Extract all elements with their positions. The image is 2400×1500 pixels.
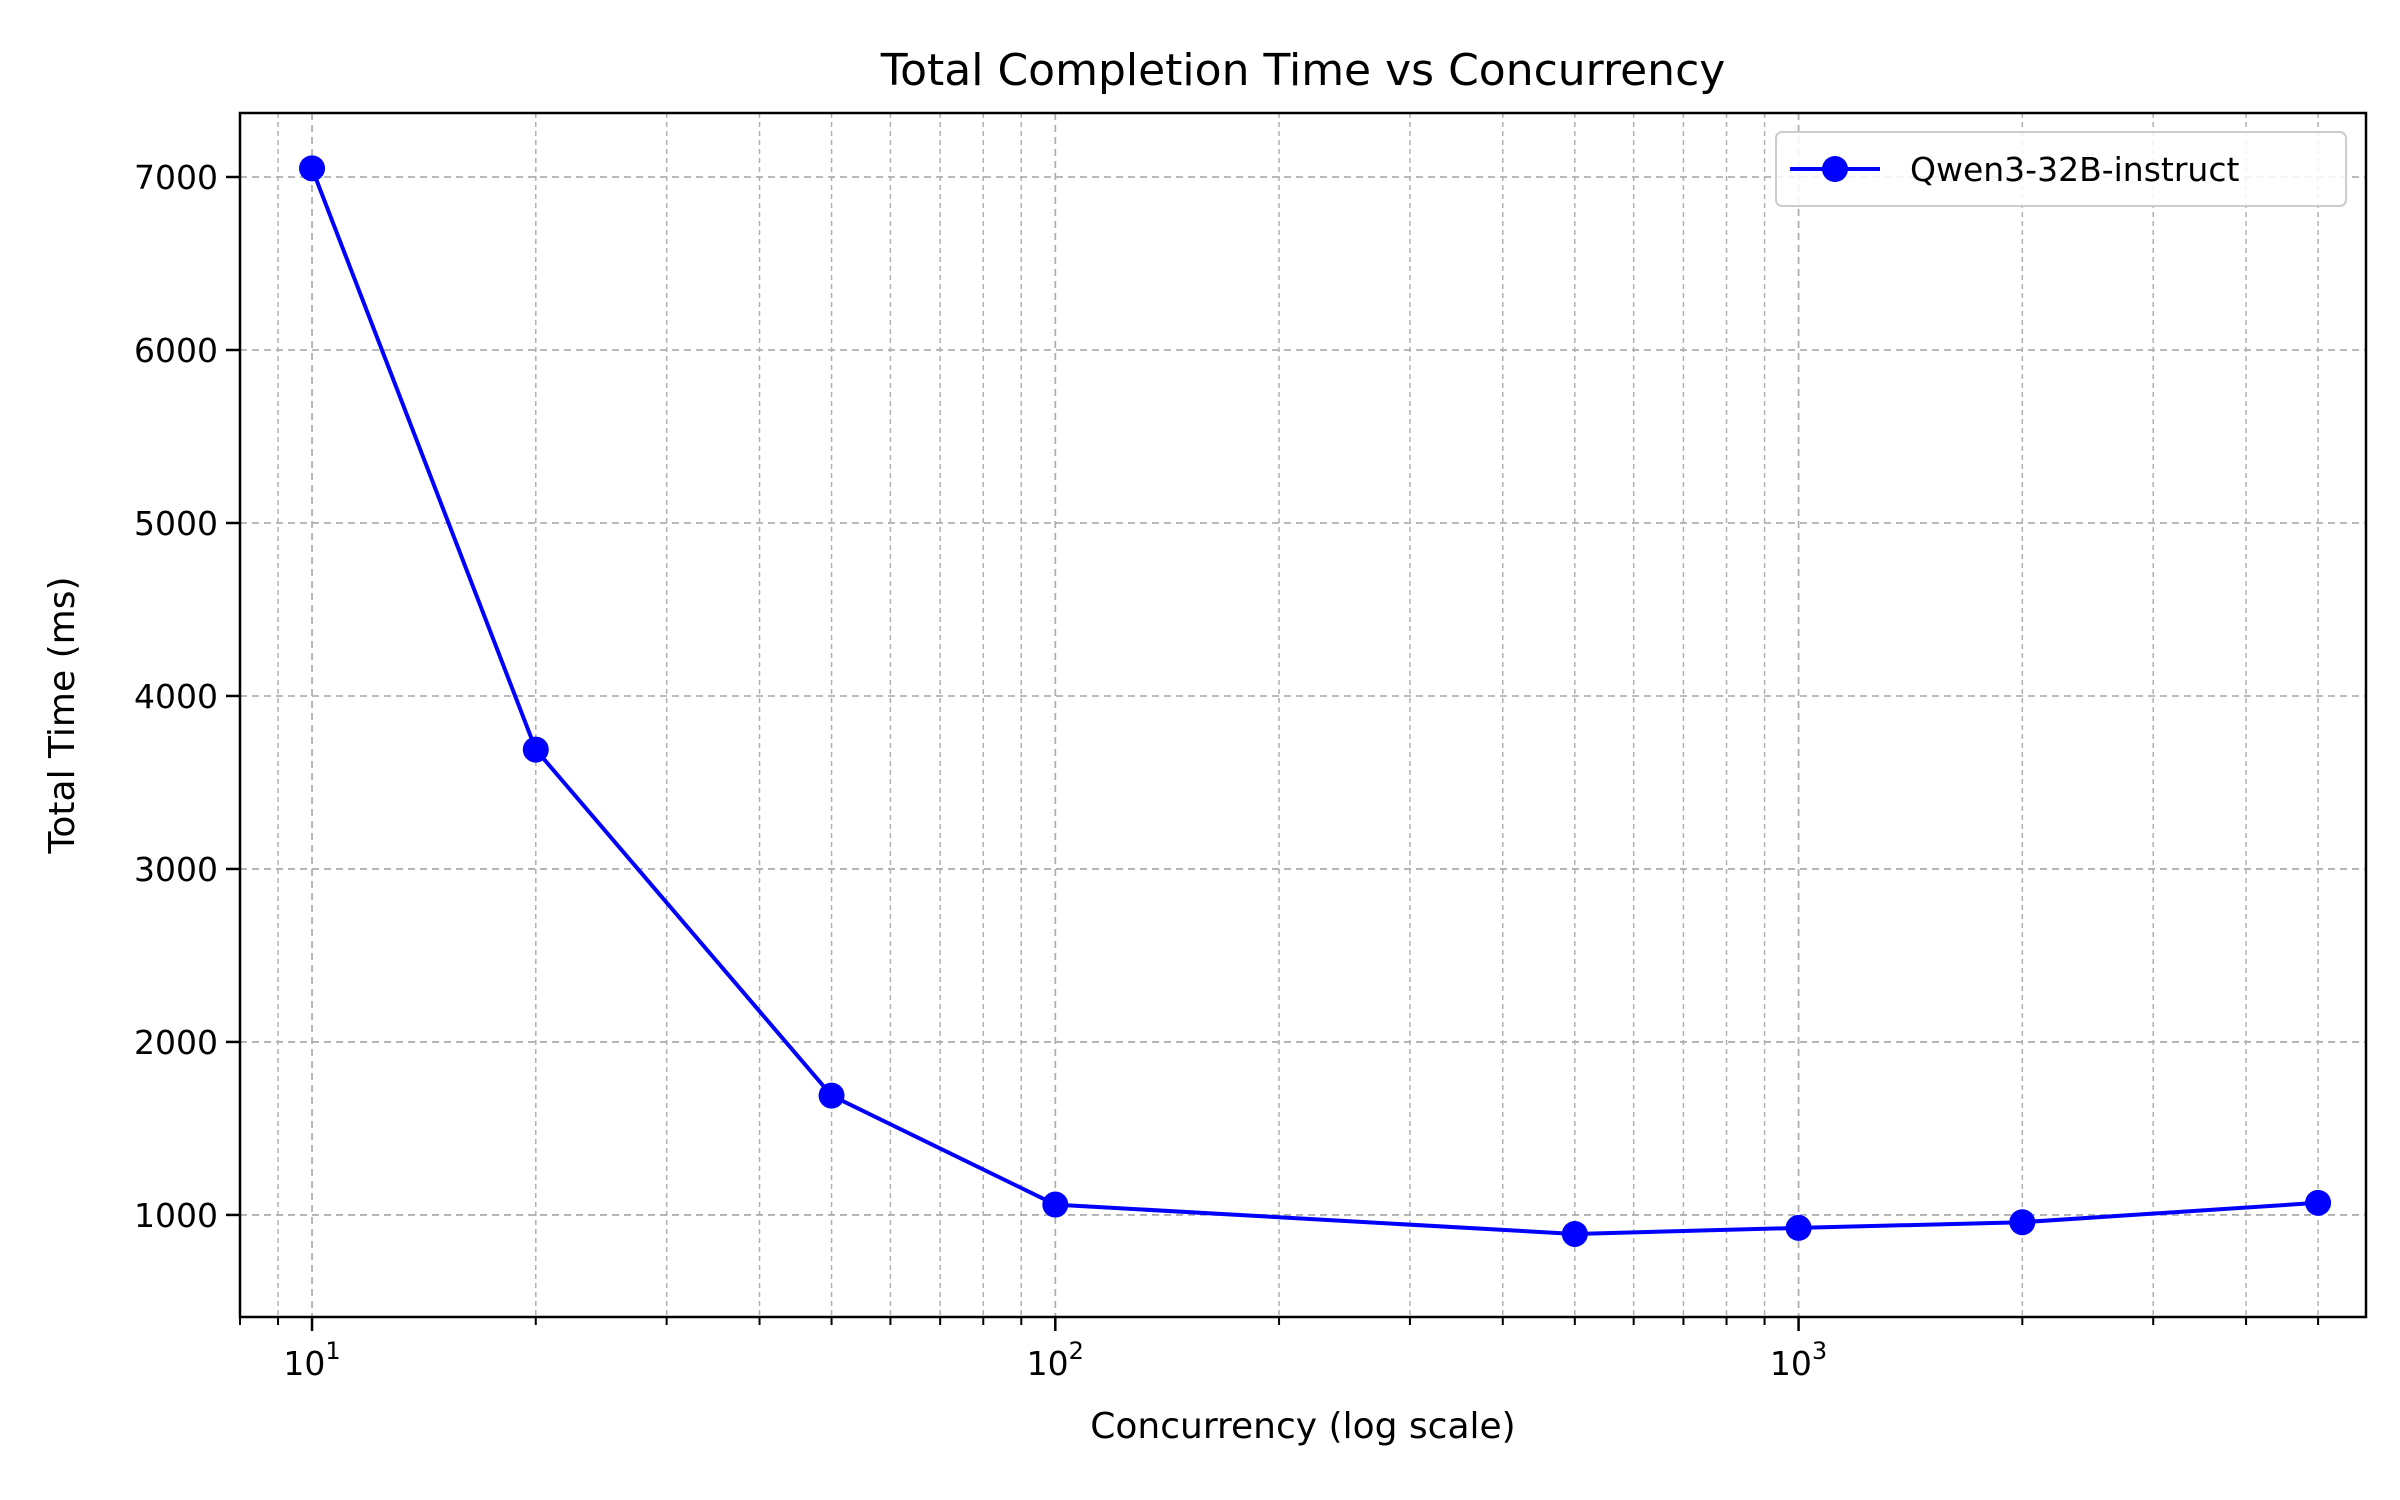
y-tick-label: 2000 — [134, 1023, 218, 1062]
chart-title: Total Completion Time vs Concurrency — [880, 45, 1726, 96]
data-point — [1042, 1191, 1069, 1218]
x-tick-label: 101 — [283, 1337, 340, 1383]
major-grid — [240, 113, 2366, 1317]
x-tick-label: 103 — [1770, 1337, 1827, 1383]
plot-frame — [238, 111, 2368, 1319]
y-axis-label: Total Time (ms) — [42, 577, 83, 855]
legend-marker — [1822, 156, 1848, 182]
legend: Qwen3-32B-instruct — [1775, 131, 2347, 207]
y-tick-label: 4000 — [134, 677, 218, 716]
y-tick-label: 7000 — [134, 158, 218, 197]
series-line — [310, 167, 2319, 1236]
y-axis-ticks: 1000 2000 3000 4000 5000 6000 7000 — [134, 158, 240, 1235]
data-point — [299, 155, 326, 182]
x-axis-ticks: 101 102 103 — [239, 1317, 2320, 1383]
x-tick-label: 102 — [1027, 1337, 1084, 1383]
data-point — [2305, 1189, 2332, 1216]
legend-label: Qwen3-32B-instruct — [1910, 150, 2239, 189]
data-point — [1785, 1214, 1812, 1241]
y-tick-label: 3000 — [134, 850, 218, 889]
x-axis-label: Concurrency (log scale) — [1090, 1406, 1515, 1447]
data-point — [818, 1082, 845, 1109]
data-point — [2009, 1209, 2036, 1236]
data-point — [1561, 1220, 1588, 1247]
y-tick-label: 1000 — [134, 1196, 218, 1235]
legend-box — [1775, 131, 2347, 207]
minor-grid — [239, 113, 2319, 1317]
data-point — [522, 736, 549, 763]
series-layer — [299, 155, 2332, 1247]
y-tick-label: 5000 — [134, 504, 218, 543]
y-tick-label: 6000 — [134, 331, 218, 370]
